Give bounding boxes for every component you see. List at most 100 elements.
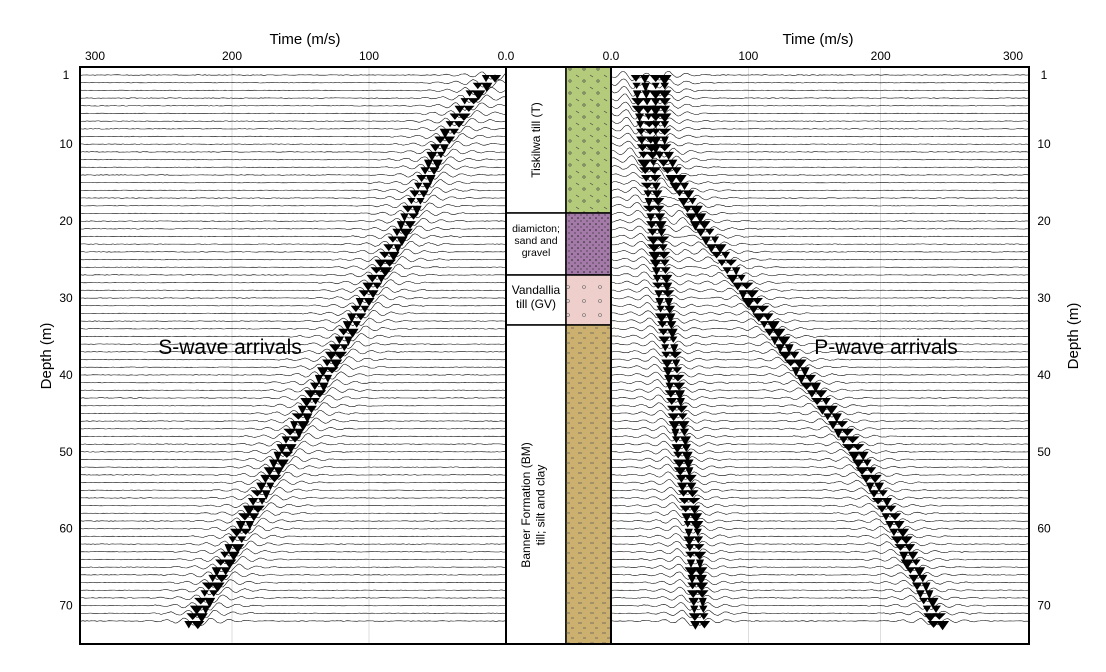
p-wave-trace [611, 317, 1028, 327]
p-wave-arrival-peak [690, 221, 701, 231]
p-wave-arrival-peak [811, 398, 824, 405]
s-wave-arrival-peak [269, 459, 279, 469]
p-wave-trace [611, 540, 1029, 550]
p-wave-arrival-peak [677, 413, 688, 420]
s-wave-arrival-peak [304, 390, 318, 399]
p-wave-gridlines [748, 67, 881, 644]
strat-unit-2-label-cell [505, 212, 567, 276]
p-wave-trace [611, 286, 1029, 296]
p-wave-arrival-peak [841, 444, 856, 452]
p-wave-arrival-peak [658, 244, 668, 252]
p-wave-arrival-peak [682, 190, 695, 199]
s-wave-arrival-peak [422, 182, 432, 191]
s-wave-arrival-peak [407, 198, 416, 205]
s-wave-trace [80, 456, 505, 465]
p-wave-arrival-peak [631, 105, 646, 114]
p-wave-arrival-peak [806, 390, 817, 398]
p-wave-arrival-peak [828, 421, 839, 430]
p-wave-arrival-peak [721, 251, 731, 259]
s-wave-arrival-peak [285, 444, 297, 454]
s-wave-arrival-peak [263, 467, 276, 476]
s-wave-arrival-peak [311, 398, 320, 405]
p-wave-arrival-peak [689, 505, 701, 515]
s-wave-arrival-peak [436, 151, 446, 159]
strat-unit-4-lithology-pattern [566, 325, 611, 644]
s-wave-trace [80, 125, 506, 134]
strat-unit-1-lithology-pattern [566, 67, 611, 213]
s-wave-trace [80, 402, 506, 411]
p-wave-arrival-peak [905, 567, 916, 574]
p-wave-arrival-peak [679, 428, 690, 437]
s-wave-arrival-peak [276, 444, 288, 454]
p-wave-x-tick-label: 300 [1003, 49, 1023, 63]
p-wave-trace [611, 232, 1029, 242]
s-wave-x-tick-label: 100 [359, 49, 379, 63]
p-wave-arrival-peak [683, 536, 696, 546]
p-wave-trace [611, 117, 1029, 127]
p-wave-trace [611, 147, 1029, 158]
s-wave-arrival-peak [346, 328, 359, 338]
s-wave-arrival-peak [237, 536, 247, 543]
p-wave-arrival-peak [673, 451, 684, 459]
p-wave-trace [611, 371, 1029, 380]
p-wave-x-ticks: 0.0 100 200 300 [603, 49, 1024, 63]
p-wave-arrival-peak [651, 267, 662, 276]
p-wave-arrival-peak [784, 359, 798, 367]
p-wave-trace [611, 363, 1029, 373]
p-wave-arrival-peak [636, 128, 646, 135]
s-wave-arrival-peak [420, 167, 430, 175]
s-wave-arrival-peak [242, 505, 256, 516]
p-wave-arrival-peak [690, 205, 703, 216]
p-wave-arrival-peak [649, 75, 662, 83]
p-wave-arrival-peak [689, 513, 703, 523]
left-depth-tick-label: 30 [59, 291, 73, 305]
p-wave-arrival-peak [923, 613, 938, 622]
p-wave-arrival-peak [659, 105, 670, 114]
s-wave-arrival-peak [412, 205, 422, 216]
p-wave-trace [611, 556, 1029, 565]
p-wave-arrival-peak [684, 528, 693, 538]
p-wave-arrival-peak [655, 298, 665, 308]
p-wave-trace [611, 294, 1029, 303]
s-wave-arrival-peak [322, 359, 332, 367]
p-wave-arrival-peak [741, 298, 756, 308]
p-wave-arrival-peak [894, 544, 907, 551]
s-wave-arrival-peak [355, 298, 365, 307]
s-wave-arrival-peak [358, 290, 370, 297]
p-wave-arrival-peak [666, 321, 677, 330]
p-wave-arrival-peak [800, 382, 814, 390]
p-wave-arrival-peak [899, 536, 913, 545]
p-wave-arrival-peak [663, 151, 674, 160]
p-wave-arrival-peak [672, 382, 686, 391]
p-wave-arrival-peak [681, 513, 692, 523]
p-wave-arrival-peak [642, 98, 652, 106]
s-wave-x-tick-label: 200 [222, 49, 242, 63]
p-wave-arrival-peak [661, 351, 671, 359]
p-wave-trace [611, 448, 1029, 457]
p-wave-arrival-peak [851, 444, 865, 451]
p-wave-arrival-peak [668, 421, 681, 431]
s-wave-arrival-peak [313, 390, 327, 398]
p-wave-arrival-peak [862, 459, 872, 467]
p-wave-arrival-peak [679, 436, 691, 446]
p-wave-arrival-peak [658, 336, 671, 344]
s-wave-arrival-peak [220, 551, 230, 558]
p-wave-arrival-peak [657, 321, 668, 328]
s-wave-trace [80, 286, 506, 296]
p-wave-arrival-peak [658, 98, 671, 106]
p-wave-arrival-peak [687, 582, 698, 590]
s-wave-arrival-peak [195, 613, 208, 623]
p-wave-arrival-peak [740, 282, 754, 290]
p-wave-arrival-peak [731, 267, 741, 276]
s-wave-trace [81, 487, 506, 495]
p-wave-arrival-peak [852, 459, 865, 468]
p-wave-arrival-peak [821, 398, 831, 406]
p-wave-trace [611, 379, 1029, 388]
p-wave-trace [611, 602, 1029, 611]
p-wave-trace [611, 271, 1028, 280]
s-wave-arrival-peak [360, 305, 370, 313]
p-wave-arrival-peak [916, 590, 925, 599]
s-wave-arrival-peak [355, 313, 367, 321]
p-wave-arrival-peak [693, 567, 708, 577]
p-wave-arrival-peak [722, 267, 732, 275]
